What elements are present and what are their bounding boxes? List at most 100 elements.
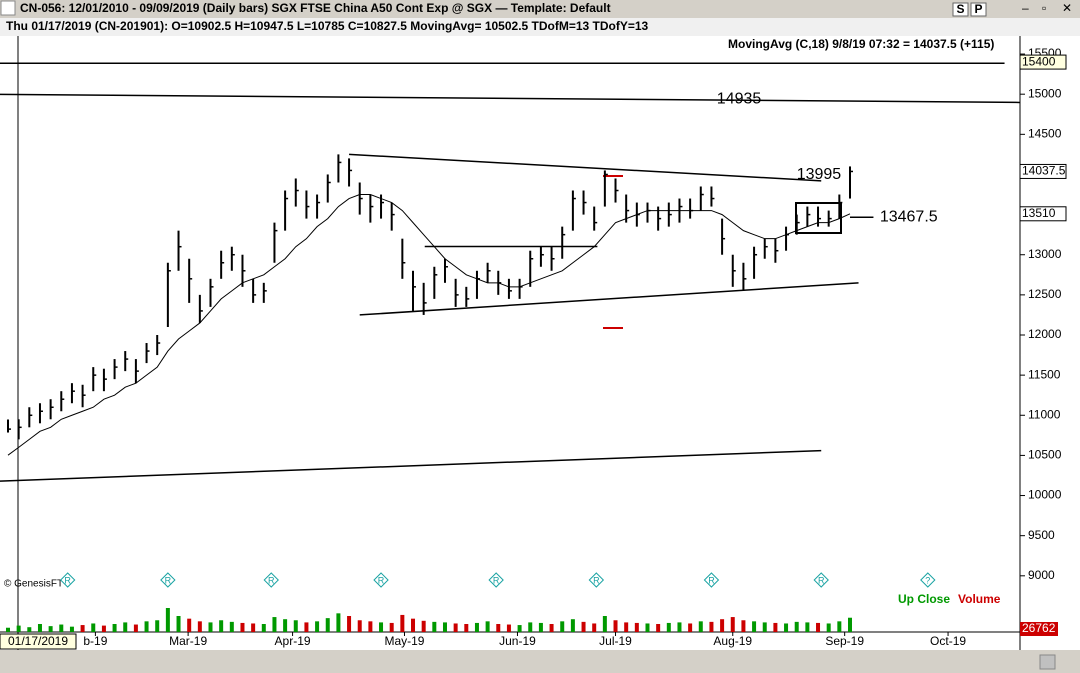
volume-bar bbox=[240, 622, 245, 632]
toolbar-button[interactable] bbox=[970, 2, 987, 17]
volume-bar bbox=[709, 621, 714, 632]
volume-bar bbox=[837, 621, 842, 632]
x-tick-label: b-19 bbox=[83, 634, 107, 648]
volume-bar bbox=[91, 623, 96, 632]
event-label: R bbox=[593, 575, 600, 585]
x-tick-label: Sep-19 bbox=[825, 634, 864, 648]
volume-bar bbox=[688, 623, 693, 632]
event-marker bbox=[263, 572, 279, 588]
y-tick-label: 9500 bbox=[1028, 528, 1055, 542]
volume-bar bbox=[656, 624, 661, 632]
volume-bar bbox=[80, 625, 85, 632]
volume-box-label: 26762 bbox=[1022, 621, 1056, 635]
volume-label: Volume bbox=[958, 592, 1001, 606]
event-label: R bbox=[708, 575, 715, 585]
x-tick-label: Jun-19 bbox=[499, 634, 536, 648]
volume-bar bbox=[144, 621, 149, 632]
volume-bar bbox=[176, 616, 181, 632]
x-tick-label: Aug-19 bbox=[713, 634, 752, 648]
event-marker bbox=[59, 572, 76, 588]
volume-bar bbox=[347, 616, 352, 632]
event-marker bbox=[813, 572, 829, 588]
y-tick-label: 15000 bbox=[1028, 86, 1062, 100]
event-label: R bbox=[64, 575, 71, 585]
volume-bar bbox=[762, 622, 767, 632]
event-label: R bbox=[818, 575, 825, 585]
volume-bar bbox=[826, 623, 831, 632]
volume-bar bbox=[293, 620, 298, 632]
volume-bar bbox=[229, 621, 234, 632]
volume-bar bbox=[304, 622, 309, 632]
toolbar-button[interactable] bbox=[952, 2, 969, 17]
volume-bar bbox=[506, 624, 511, 632]
x-tick-label: May-19 bbox=[384, 634, 424, 648]
volume-bar bbox=[560, 621, 565, 632]
close[interactable]: ✕ bbox=[1062, 1, 1072, 15]
volume-bar bbox=[741, 620, 746, 632]
volume-bar bbox=[634, 622, 639, 632]
volume-bar bbox=[517, 625, 522, 632]
x-tick-label: Mar-19 bbox=[169, 634, 207, 648]
title-bar bbox=[0, 0, 1080, 18]
event-label: ? bbox=[925, 575, 930, 585]
moving-average bbox=[7, 194, 851, 456]
event-marker bbox=[488, 572, 504, 588]
trend-line-label: 13467.5 bbox=[880, 208, 938, 225]
copyright: © GenesisFT bbox=[4, 579, 63, 590]
volume-bar bbox=[816, 622, 821, 632]
y-tick-label: 13000 bbox=[1028, 247, 1062, 261]
y-tick-label: 11000 bbox=[1028, 407, 1061, 421]
legend-text: MovingAvg (C,18) 9/8/19 07:32 = 14037.5 … bbox=[728, 37, 994, 51]
volume-bar bbox=[848, 617, 852, 632]
minimize[interactable]: – bbox=[1022, 1, 1029, 15]
volume-bar bbox=[432, 621, 437, 632]
volume-bar bbox=[400, 614, 405, 632]
volume-bar bbox=[624, 622, 629, 632]
app-icon bbox=[0, 0, 16, 16]
restore[interactable]: ▫ bbox=[1042, 1, 1046, 15]
toolbar-button-label: S bbox=[956, 2, 964, 16]
info-bar bbox=[0, 18, 1080, 36]
trend-line-label: 14935 bbox=[717, 91, 762, 108]
volume-bar bbox=[805, 622, 810, 632]
volume-bar bbox=[421, 620, 426, 632]
event-label: R bbox=[165, 575, 172, 585]
volume-bar bbox=[37, 624, 42, 632]
trend-line bbox=[359, 282, 859, 316]
subtitle: Thu 01/17/2019 (CN-201901): O=10902.5 H=… bbox=[6, 19, 649, 33]
volume-bar bbox=[538, 622, 543, 632]
price-box bbox=[1019, 163, 1067, 179]
event-label: R bbox=[378, 575, 385, 585]
volume-bar bbox=[389, 622, 394, 632]
event-marker bbox=[703, 572, 720, 588]
price-box-label: 15400 bbox=[1022, 54, 1056, 68]
volume-bar bbox=[315, 621, 320, 632]
window-buttons: – ▫ ✕ bbox=[1000, 1, 1078, 16]
y-tick-label: 10000 bbox=[1028, 488, 1062, 502]
volume-bar bbox=[720, 619, 725, 632]
volume-bar bbox=[645, 623, 650, 632]
volume-bar bbox=[581, 621, 586, 632]
toolbar-button-label: P bbox=[974, 2, 982, 16]
scroll-thumb[interactable] bbox=[1039, 654, 1056, 670]
volume-bar bbox=[165, 608, 170, 632]
volume-bar bbox=[570, 619, 575, 632]
event-label: R bbox=[268, 575, 275, 585]
volume-bar bbox=[411, 618, 416, 632]
volume-box bbox=[1020, 622, 1058, 636]
volume-bar bbox=[336, 613, 341, 632]
event-label: R bbox=[493, 575, 500, 585]
price-box-label: 14037.5 bbox=[1022, 164, 1066, 178]
volume-bar bbox=[496, 624, 501, 632]
volume-bar bbox=[592, 623, 597, 632]
volume-bar bbox=[48, 626, 53, 632]
volume-bar bbox=[485, 621, 490, 632]
volume-bar bbox=[5, 627, 10, 632]
volume-bar bbox=[602, 616, 607, 632]
trend-line bbox=[0, 449, 822, 482]
event-marker bbox=[920, 572, 936, 588]
volume-bar bbox=[155, 620, 160, 632]
volume-bar bbox=[112, 624, 117, 632]
volume-bar bbox=[101, 625, 106, 632]
